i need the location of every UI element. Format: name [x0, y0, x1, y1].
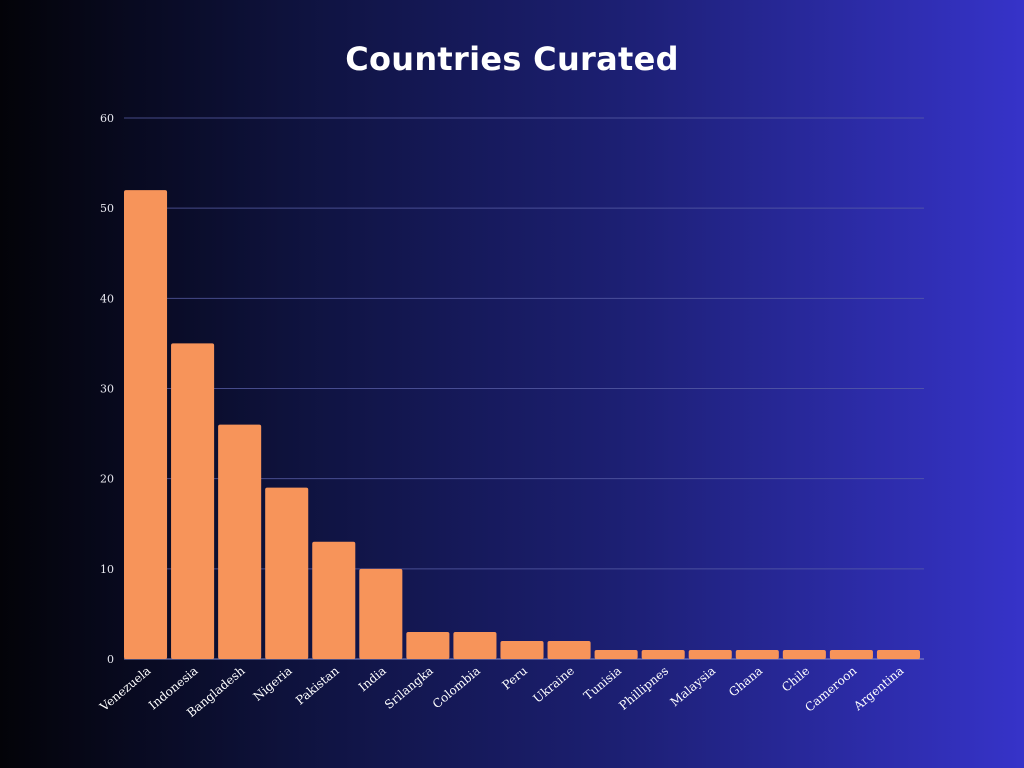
bar-peru — [500, 640, 544, 659]
x-tick-label-tunisia: Tunisia — [581, 664, 624, 703]
bar-nigeria — [265, 487, 309, 659]
x-tick-label-india: India — [356, 664, 389, 695]
bar-chile — [782, 649, 826, 659]
bar-indonesia — [171, 343, 215, 659]
bar-argentina — [876, 649, 920, 659]
x-tick-label-cameroon: Cameroon — [802, 663, 859, 714]
x-tick-label-malaysia: Malaysia — [668, 664, 719, 710]
x-tick-label-venezuela: Venezuela — [96, 664, 153, 715]
bars — [124, 190, 920, 659]
bar-india — [359, 568, 403, 659]
x-tick-label-phillipnes: Phillipnes — [616, 664, 671, 713]
y-axis-ticks: 0 10 20 30 40 50 60 — [100, 112, 114, 666]
bar-bangladesh — [218, 424, 262, 659]
x-tick-label-pakistan: Pakistan — [293, 663, 342, 707]
bar-venezuela — [124, 190, 168, 659]
x-tick-label-ghana: Ghana — [726, 664, 765, 700]
y-tick-label: 40 — [100, 292, 114, 305]
bar-ghana — [735, 649, 779, 659]
bar-malaysia — [688, 649, 732, 659]
bar-phillipnes — [641, 649, 685, 659]
y-tick-label: 10 — [100, 563, 114, 576]
x-tick-label-srilangka: Srilangka — [382, 664, 436, 712]
bar-srilangka — [406, 631, 450, 659]
x-tick-label-peru: Peru — [499, 663, 530, 692]
chart-title: Countries Curated — [345, 40, 679, 78]
bar-tunisia — [594, 649, 638, 659]
y-tick-label: 30 — [100, 383, 114, 396]
y-tick-label: 50 — [100, 202, 114, 215]
bar-ukraine — [547, 640, 591, 659]
bar-colombia — [453, 631, 497, 659]
bar-pakistan — [312, 541, 356, 659]
x-tick-label-nigeria: Nigeria — [251, 664, 295, 704]
x-tick-label-colombia: Colombia — [430, 664, 483, 712]
x-tick-label-ukraine: Ukraine — [530, 664, 576, 706]
y-tick-label: 60 — [100, 112, 114, 125]
x-tick-label-argentina: Argentina — [850, 664, 906, 714]
y-tick-label: 20 — [100, 473, 114, 486]
x-tick-label-chile: Chile — [779, 664, 812, 695]
bar-cameroon — [829, 649, 873, 659]
y-tick-label: 0 — [107, 653, 114, 666]
